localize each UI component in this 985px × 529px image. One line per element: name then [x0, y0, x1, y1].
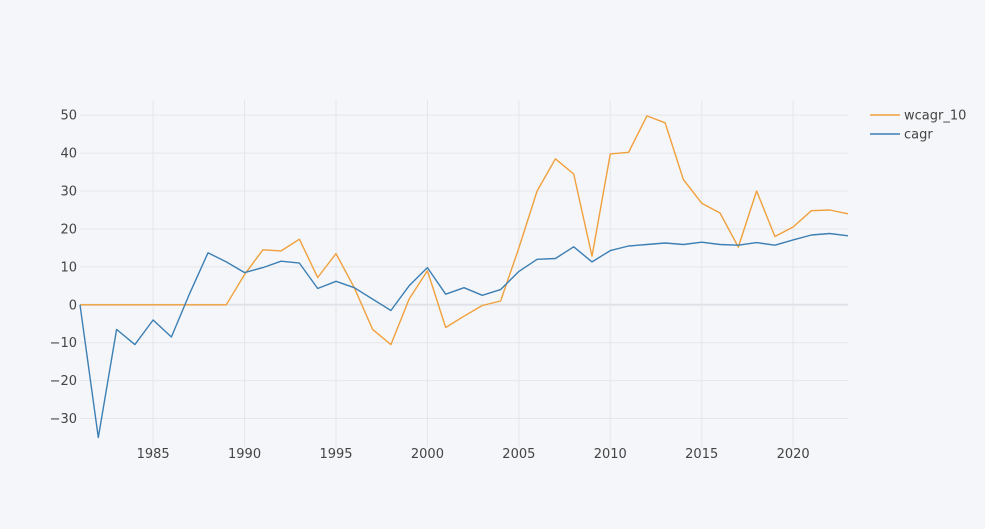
x-tick-label: 1985: [137, 447, 170, 462]
y-tick-label: −10: [50, 336, 77, 351]
legend-label: wcagr_10: [904, 109, 966, 124]
x-tick-label: 1990: [228, 447, 261, 462]
series-line-cagr: [79, 232, 849, 439]
x-tick-label: 2005: [502, 447, 535, 462]
y-tick-label: 20: [60, 222, 77, 237]
x-tick-label: 2015: [685, 447, 718, 462]
plot-background: [80, 100, 848, 447]
x-tick-label: 1995: [319, 447, 352, 462]
series-line-wcagr-10: [80, 115, 849, 346]
x-tick-label: 2010: [594, 447, 627, 462]
x-tick-label: 2020: [777, 447, 810, 462]
axis-tick-labels: 1985 1990 1995 2000 2005 2010 2015 2020−30−20−1…: [50, 109, 810, 462]
x-tick-label: 2000: [411, 447, 444, 462]
y-tick-label: −30: [50, 412, 77, 427]
y-tick-label: 30: [60, 185, 77, 200]
y-tick-label: −20: [50, 374, 77, 389]
y-tick-label: 40: [60, 147, 77, 162]
y-tick-label: 10: [60, 260, 77, 275]
legend-label: cagr: [904, 128, 933, 143]
series-lines: [79, 115, 849, 439]
y-tick-label: 0: [69, 298, 77, 313]
legend-item-cagr[interactable]: cagr: [870, 128, 933, 143]
y-tick-label: 50: [60, 109, 77, 124]
legend-item-wcagr-10[interactable]: wcagr_10: [870, 109, 966, 124]
